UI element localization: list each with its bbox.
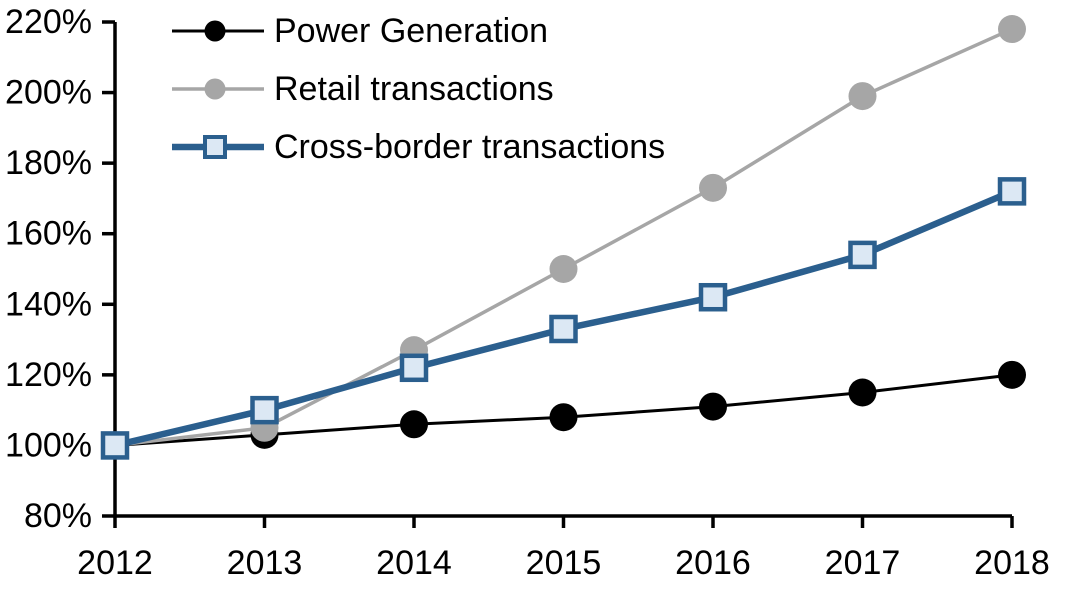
series-retail-transactions	[101, 15, 1026, 460]
marker-retail-transactions-2018	[998, 15, 1026, 44]
marker-power-generation-2016	[699, 392, 727, 421]
y-tick-label: 160%	[5, 215, 92, 253]
marker-retail-transactions-2015	[549, 255, 578, 283]
series-line-retail-transactions	[114, 27, 1013, 448]
x-tick-label: 2017	[825, 544, 901, 582]
series-cross-border-transactions	[100, 177, 1027, 460]
x-tick-label: 2018	[974, 544, 1050, 582]
y-tick-label: 200%	[5, 74, 92, 112]
marker-cross-border-transactions-2014	[399, 353, 429, 383]
legend-label: Cross-border transactions	[274, 128, 665, 166]
x-tick-label: 2012	[77, 544, 153, 582]
legend-item-power-generation: Power Generation	[172, 12, 548, 50]
legend-item-cross-border-transactions: Cross-border transactions	[172, 128, 665, 166]
x-tick-label: 2015	[526, 544, 602, 582]
marker-cross-border-transactions-2017	[848, 240, 877, 270]
y-tick-label: 100%	[5, 426, 92, 464]
marker-retail-transactions-2016	[699, 173, 727, 202]
legend: Power Generation Retail transactions Cross…	[172, 12, 665, 166]
marker-cross-border-transactions-2015	[549, 314, 578, 344]
legend-label: Retail transactions	[274, 70, 554, 108]
y-tick-label: 140%	[5, 285, 92, 323]
marker-power-generation-2018	[998, 360, 1026, 389]
x-tick-label: 2013	[227, 544, 303, 582]
legend-marker-square	[203, 135, 227, 159]
y-tick-label: 180%	[5, 144, 92, 182]
marker-power-generation-2015	[549, 403, 578, 432]
marker-retail-transactions-2017	[848, 82, 877, 111]
y-tick-label: 220%	[5, 3, 92, 41]
y-tick-label: 120%	[5, 356, 92, 394]
legend-marker-circle	[204, 20, 226, 42]
marker-power-generation-2017	[848, 378, 877, 407]
marker-cross-border-transactions-2016	[698, 282, 728, 312]
marker-cross-border-transactions-2013	[250, 395, 279, 425]
marker-cross-border-transactions-2018	[997, 177, 1027, 206]
marker-power-generation-2014	[400, 410, 428, 439]
marker-cross-border-transactions-2012	[100, 431, 130, 460]
legend-label: Power Generation	[274, 12, 548, 50]
legend-marker-circle	[204, 78, 226, 100]
x-tick-label: 2016	[675, 544, 751, 582]
legend-item-retail-transactions: Retail transactions	[172, 70, 554, 108]
x-tick-label: 2014	[376, 544, 452, 582]
y-tick-label: 80%	[24, 497, 92, 535]
series-power-generation	[101, 360, 1026, 460]
